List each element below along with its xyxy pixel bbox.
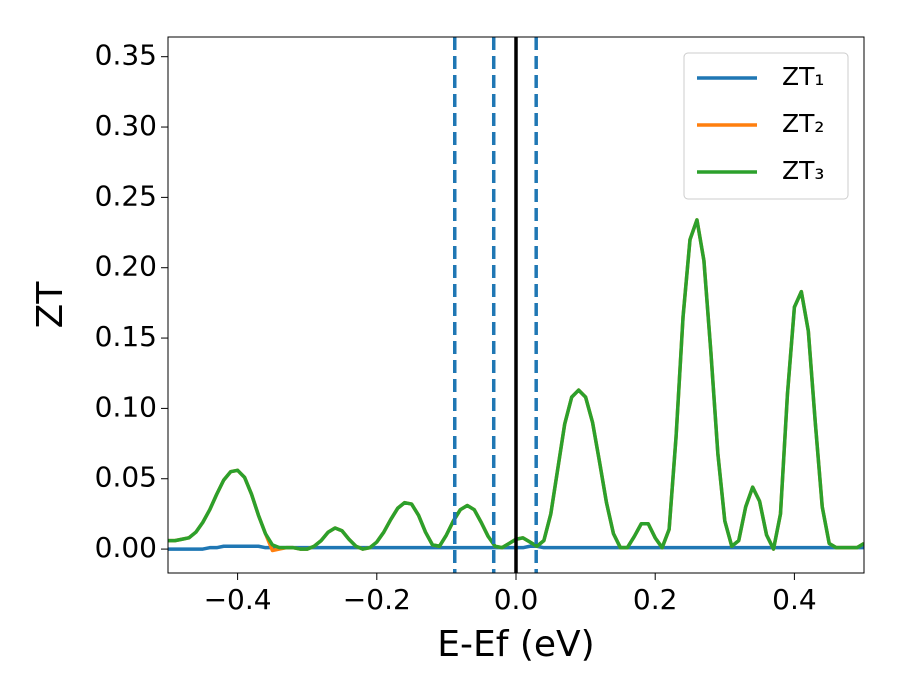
y-tick-label: 0.25	[95, 179, 157, 212]
legend-box	[683, 52, 849, 200]
y-tick-label: 0.10	[95, 390, 157, 423]
y-tick-label: 0.20	[95, 250, 157, 283]
y-tick-label: 0.35	[95, 39, 157, 72]
x-tick-label: 0.0	[494, 583, 539, 616]
y-axis-label: ZT	[30, 281, 71, 329]
plot-area	[168, 37, 864, 573]
legend-label: ZT₁	[782, 62, 824, 91]
x-axis-label: E-Ef (eV)	[437, 624, 594, 665]
y-tick-label: 0.15	[95, 320, 157, 353]
y-tick-label: 0.05	[95, 461, 157, 494]
x-tick-label: −0.4	[204, 583, 272, 616]
x-tick-label: −0.2	[343, 583, 411, 616]
x-tick-label: 0.4	[772, 583, 817, 616]
y-tick-label: 0.00	[95, 531, 157, 564]
legend-label: ZT₂	[782, 109, 824, 138]
x-tick-label: 0.2	[633, 583, 678, 616]
plot-frame	[167, 36, 865, 574]
y-tick-label: 0.30	[95, 109, 157, 142]
legend-label: ZT₃	[782, 156, 824, 185]
